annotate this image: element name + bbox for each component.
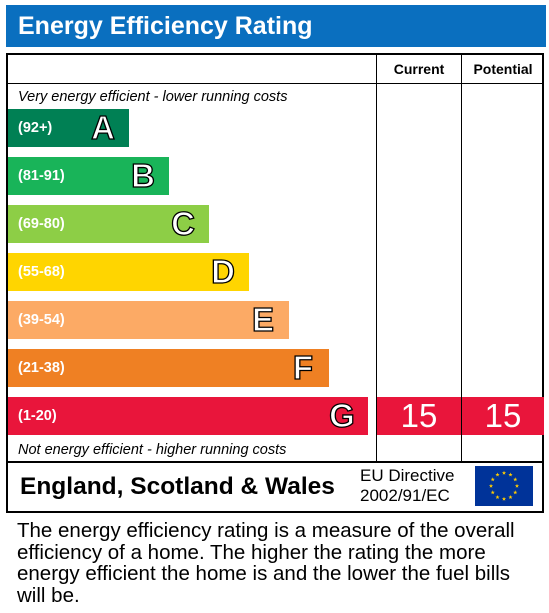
rating-band-b: (81-91) B: [8, 157, 169, 195]
band-letter: C: [166, 205, 200, 243]
bottom-note: Not energy efficient - higher running co…: [18, 442, 287, 458]
flag-star: [513, 477, 518, 482]
flag-star: [514, 483, 520, 488]
flag-star: [508, 472, 513, 477]
flag-star: [513, 490, 518, 495]
band-range-label: (1-20): [18, 408, 57, 424]
eu-flag-icon: [475, 466, 533, 506]
rating-band-g: (1-20) G: [8, 397, 368, 435]
band-range-label: (21-38): [18, 360, 65, 376]
potential-rating: 15: [462, 397, 544, 435]
top-note: Very energy efficient - lower running co…: [18, 89, 288, 105]
flag-star: [508, 495, 513, 500]
flag-star: [495, 472, 500, 477]
rating-band-d: (55-68) D: [8, 253, 249, 291]
band-letter: E: [246, 301, 280, 339]
rating-table: Current Potential Very energy efficient …: [6, 53, 544, 463]
rating-band-c: (69-80) C: [8, 205, 209, 243]
eu-directive: EU Directive 2002/91/EC: [360, 466, 454, 506]
band-letter: B: [126, 157, 160, 195]
flag-star: [495, 495, 500, 500]
band-letter-text: G: [329, 397, 355, 434]
band-letter-text: F: [293, 349, 313, 386]
directive-line-1: EU Directive: [360, 466, 455, 485]
band-letter-text: D: [211, 253, 235, 290]
potential-column-divider: [461, 55, 462, 461]
band-letter: A: [86, 109, 120, 147]
potential-column-header: Potential: [473, 61, 533, 77]
band-letter: F: [286, 349, 320, 387]
region-label: England, Scotland & Wales: [20, 473, 335, 500]
band-letter: G: [325, 397, 359, 435]
rating-band-f: (21-38) F: [8, 349, 329, 387]
flag-star: [488, 483, 494, 488]
band-range-label: (81-91): [18, 168, 65, 184]
footer: England, Scotland & Wales EU Directive 2…: [6, 463, 544, 513]
band-letter: D: [206, 253, 240, 291]
current-column-header: Current: [393, 61, 445, 77]
current-column-divider: [376, 55, 377, 461]
title-bar: Energy Efficiency Rating: [6, 5, 546, 47]
flag-star: [501, 470, 507, 475]
header-divider: [8, 83, 542, 84]
rating-band-a: (92+) A: [8, 109, 129, 147]
band-range-label: (92+): [18, 120, 53, 136]
band-letter-text: B: [131, 157, 155, 194]
chart-title: Energy Efficiency Rating: [18, 12, 313, 40]
band-range-label: (55-68): [18, 264, 65, 280]
rating-band-e: (39-54) E: [8, 301, 289, 339]
current-rating: 15: [377, 397, 461, 435]
band-letter-text: C: [171, 205, 195, 242]
flag-star: [490, 477, 495, 482]
flag-star: [501, 496, 507, 501]
band-letter-text: E: [252, 301, 274, 338]
directive-line-2: 2002/91/EC: [360, 486, 450, 505]
description: The energy efficiency rating is a measur…: [17, 519, 515, 607]
flag-star: [490, 490, 495, 495]
band-range-label: (69-80): [18, 216, 65, 232]
band-letter-text: A: [91, 109, 115, 146]
band-range-label: (39-54): [18, 312, 65, 328]
